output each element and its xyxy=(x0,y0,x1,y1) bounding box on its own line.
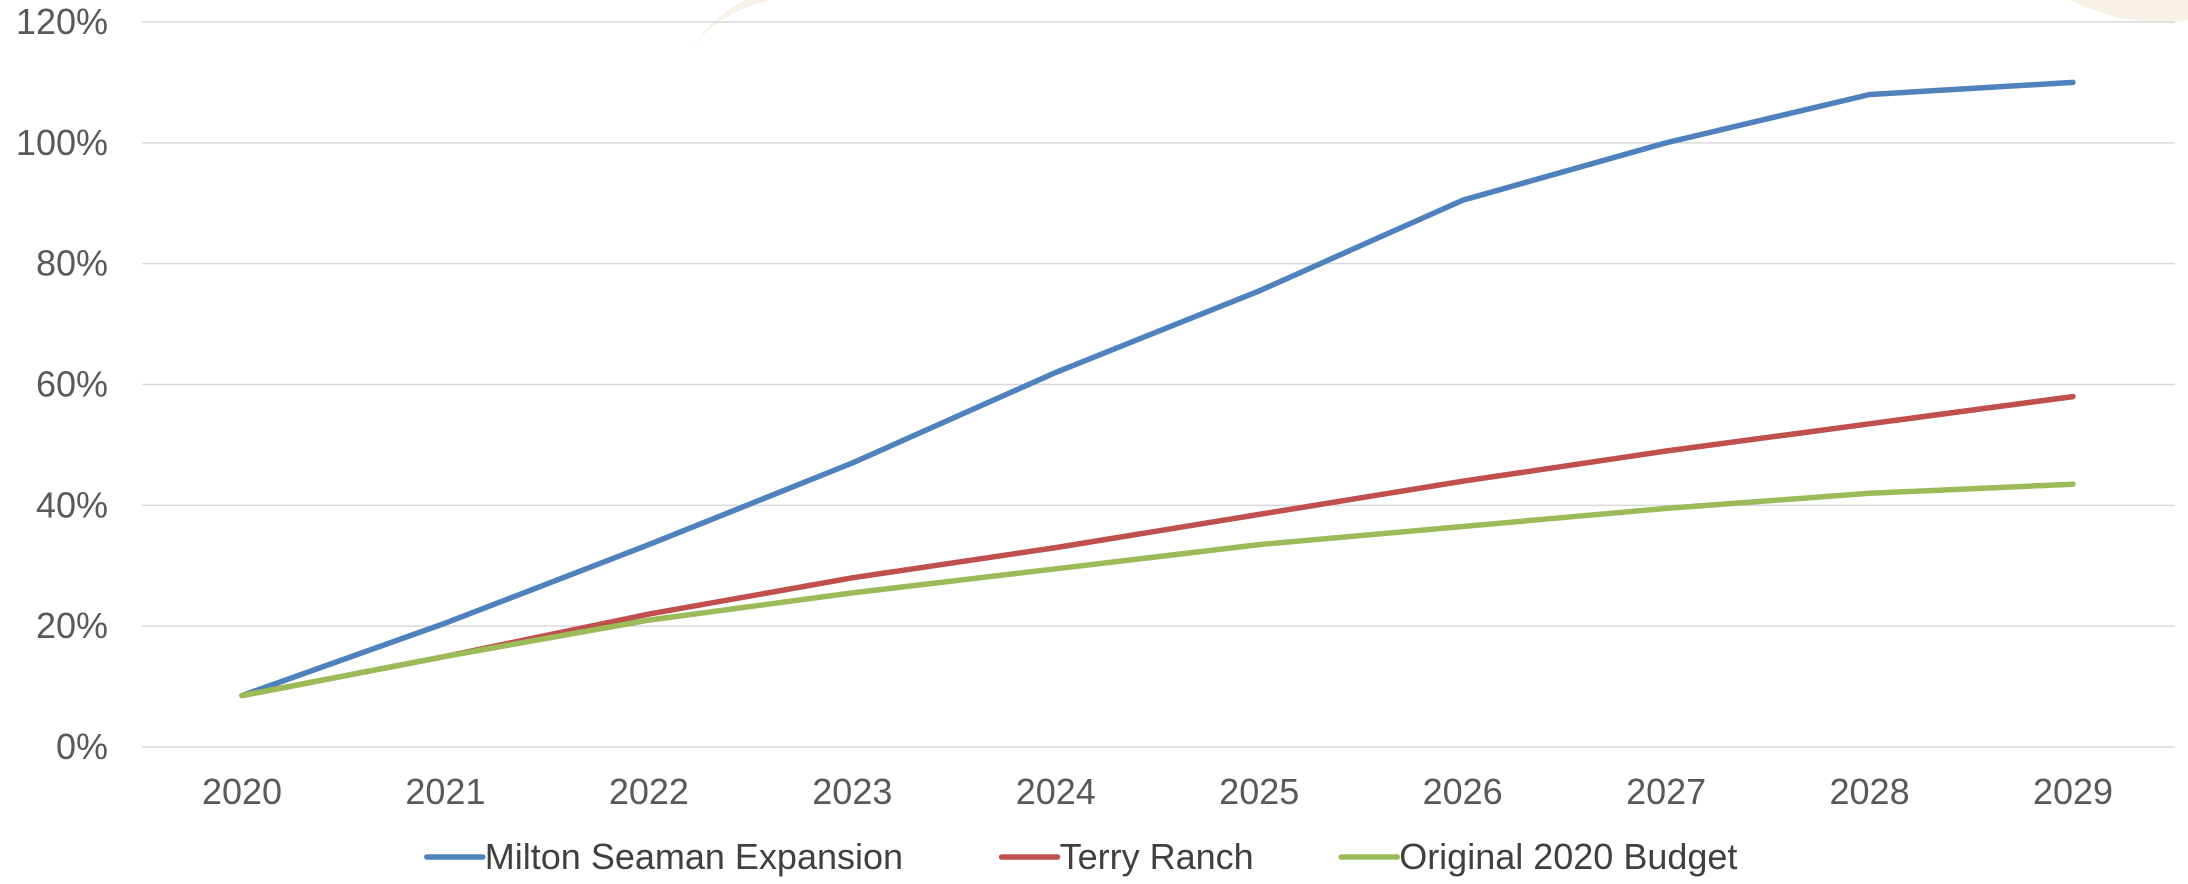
y-tick-label: 0% xyxy=(56,726,108,767)
x-tick-label: 2027 xyxy=(1626,771,1706,812)
series-line-3 xyxy=(239,481,2076,699)
legend-label: Milton Seaman Expansion xyxy=(485,836,903,877)
legend-label: Terry Ranch xyxy=(1060,836,1254,877)
x-tick-label: 2024 xyxy=(1016,771,1096,812)
y-tick-label: 20% xyxy=(36,605,108,646)
x-axis-ticks: 2020 2021 2022 2023 2024 2025 2026 2027 2028 2029 xyxy=(202,771,2113,812)
y-tick-label: 40% xyxy=(36,484,108,525)
x-tick-label: 2028 xyxy=(1830,771,1910,812)
x-tick-label: 2029 xyxy=(2033,771,2113,812)
legend-item-3: Original 2020 Budget xyxy=(1338,836,1737,877)
y-axis-ticks: 0% 20% 40% 60% 80% 100% 120% xyxy=(16,1,108,767)
legend-item-1: Milton Seaman Expansion xyxy=(424,836,903,877)
y-tick-label: 60% xyxy=(36,364,108,405)
y-tick-label: 100% xyxy=(16,122,108,163)
x-tick-label: 2026 xyxy=(1423,771,1503,812)
x-tick-label: 2023 xyxy=(812,771,892,812)
y-tick-label: 80% xyxy=(36,243,108,284)
background-watermark xyxy=(680,0,2188,65)
gridlines xyxy=(142,21,2175,748)
series-lines xyxy=(239,79,2076,699)
y-tick-label: 120% xyxy=(16,1,108,42)
series-line-2 xyxy=(239,393,2076,699)
x-tick-label: 2022 xyxy=(609,771,689,812)
legend-item-2: Terry Ranch xyxy=(998,836,1254,877)
legend-label: Original 2020 Budget xyxy=(1399,836,1737,877)
legend: Milton Seaman Expansion Terry Ranch Origin… xyxy=(424,836,1737,877)
series-line-1 xyxy=(239,79,2076,699)
x-tick-label: 2021 xyxy=(405,771,485,812)
x-tick-label: 2020 xyxy=(202,771,282,812)
x-tick-label: 2025 xyxy=(1219,771,1299,812)
